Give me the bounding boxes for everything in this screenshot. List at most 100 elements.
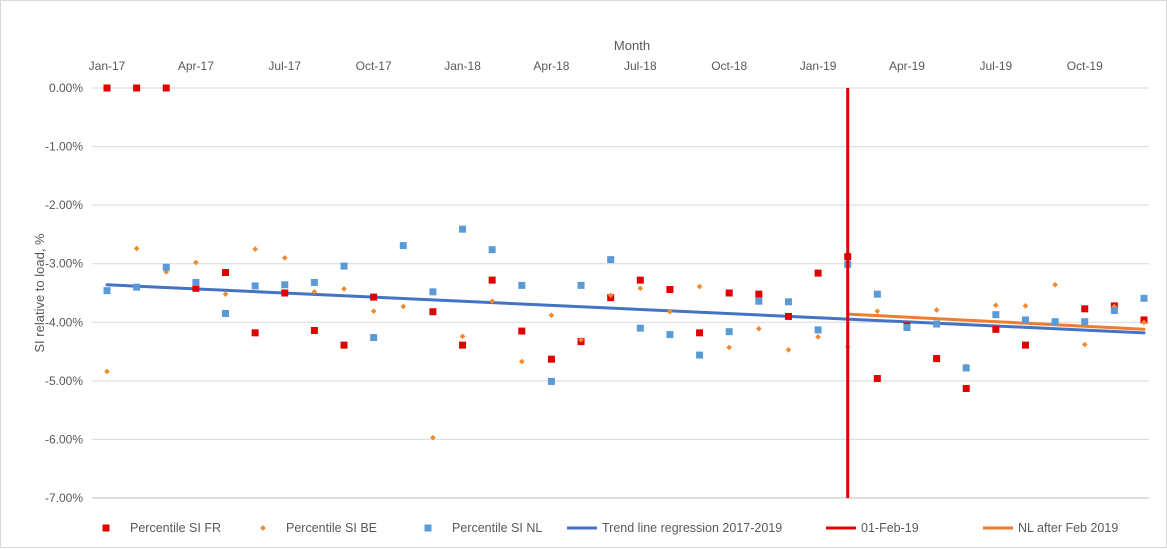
y-tick-label: -7.00%	[45, 491, 83, 505]
data-point-percentile-si-be	[756, 325, 762, 332]
data-point-percentile-si-be	[1141, 319, 1147, 326]
data-point-percentile-si-be	[637, 285, 644, 292]
data-point-percentile-si-be	[518, 358, 525, 365]
legend-swatch-percentile-si-fr	[102, 524, 110, 532]
data-point-percentile-si-nl	[992, 311, 1000, 319]
data-point-percentile-si-nl	[784, 298, 792, 306]
x-tick-label: Oct-17	[356, 59, 392, 73]
data-point-percentile-si-nl	[962, 364, 970, 372]
x-tick-label: Jul-18	[624, 59, 657, 73]
data-point-percentile-si-be	[193, 259, 199, 266]
x-tick-label: Jan-17	[89, 59, 126, 73]
data-point-percentile-si-nl	[666, 331, 674, 339]
x-tick-label: Jul-17	[268, 59, 301, 73]
x-tick-label: Jan-19	[800, 59, 837, 73]
legend-label-percentile-si-be: Percentile SI BE	[286, 521, 377, 535]
data-point-percentile-si-nl	[696, 351, 704, 359]
y-tick-label: -5.00%	[45, 374, 83, 388]
data-point-percentile-si-fr	[962, 384, 970, 392]
data-point-percentile-si-nl	[340, 262, 348, 270]
data-point-percentile-si-be	[667, 308, 673, 315]
data-point-percentile-si-nl	[222, 310, 230, 317]
data-point-percentile-si-be	[252, 246, 258, 252]
data-point-percentile-si-be	[370, 308, 377, 314]
data-point-percentile-si-fr	[725, 289, 733, 297]
data-point-percentile-si-fr	[340, 341, 348, 349]
data-point-percentile-si-be	[133, 245, 140, 252]
legend-label-percentile-si-nl: Percentile SI NL	[452, 521, 542, 535]
data-point-percentile-si-nl	[903, 324, 911, 332]
legend-label-percentile-si-fr: Percentile SI FR	[130, 521, 221, 535]
data-point-percentile-si-nl	[1140, 294, 1148, 302]
x-tick-label: Apr-18	[533, 59, 569, 73]
data-point-percentile-si-fr	[222, 269, 230, 276]
data-point-percentile-si-be	[459, 333, 466, 340]
data-point-percentile-si-nl	[251, 282, 259, 290]
data-point-percentile-si-be	[696, 283, 703, 290]
data-point-percentile-si-nl	[162, 263, 170, 271]
data-point-percentile-si-be	[874, 308, 881, 314]
data-point-percentile-si-fr	[459, 341, 467, 349]
data-point-percentile-si-nl	[192, 278, 200, 286]
data-point-percentile-si-be	[222, 291, 229, 297]
x-tick-label: Jan-18	[444, 59, 481, 73]
data-point-percentile-si-fr	[251, 329, 259, 337]
data-point-percentile-si-fr	[666, 285, 674, 293]
legend-label-01-feb-19: 01-Feb-19	[861, 521, 919, 535]
data-point-percentile-si-be	[1081, 341, 1088, 348]
data-point-percentile-si-fr	[162, 84, 170, 92]
data-point-percentile-si-nl	[399, 242, 407, 250]
series-line-trend-line-regression-2017-2019	[105, 283, 1146, 335]
x-tick-label: Apr-19	[889, 59, 925, 73]
data-point-percentile-si-fr	[429, 308, 437, 316]
data-point-percentile-si-fr	[370, 293, 378, 301]
data-point-percentile-si-fr	[310, 326, 318, 334]
data-point-percentile-si-nl	[281, 281, 289, 289]
x-tick-labels: Jan-17 Apr-17 Jul-17 Oct-17 Jan-18 Apr-18 Jul-…	[89, 59, 1103, 73]
data-point-percentile-si-nl	[1051, 318, 1059, 326]
data-point-percentile-si-nl	[1081, 318, 1089, 326]
data-point-percentile-si-fr	[281, 289, 289, 297]
x-axis-title: Month	[614, 38, 650, 53]
y-tick-label: -3.00%	[45, 257, 83, 271]
y-tick-label: -6.00%	[45, 432, 83, 446]
legend-label-trend-line-regression-2017-2019: Trend line regression 2017-2019	[602, 521, 782, 535]
x-tick-label: Apr-17	[178, 59, 214, 73]
y-tick-labels: 0.00% -1.00% -2.00% -3.00% -4.00% -5.00% -6.00…	[45, 81, 83, 505]
data-point-percentile-si-fr	[547, 355, 555, 363]
data-point-percentile-si-fr	[192, 284, 200, 292]
data-point-percentile-si-be	[726, 344, 733, 351]
data-point-percentile-si-fr	[1081, 305, 1089, 313]
legend-label-nl-after-feb-2019: NL after Feb 2019	[1018, 521, 1118, 535]
y-tick-label: 0.00%	[49, 81, 83, 95]
legend-swatch-percentile-si-be	[260, 525, 266, 531]
data-point-percentile-si-be	[993, 302, 999, 309]
data-point-percentile-si-fr	[933, 355, 941, 363]
data-point-percentile-si-be	[104, 368, 110, 375]
data-point-percentile-si-be	[607, 292, 614, 299]
data-point-percentile-si-nl	[607, 256, 615, 264]
data-point-percentile-si-nl	[459, 225, 467, 233]
data-point-percentile-si-fr	[488, 276, 496, 284]
data-point-percentile-si-fr	[814, 269, 822, 277]
y-tick-label: -1.00%	[45, 140, 83, 154]
data-point-percentile-si-nl	[873, 290, 881, 298]
data-point-percentile-si-nl	[370, 334, 378, 342]
data-point-percentile-si-fr	[755, 290, 763, 298]
grid-layer	[92, 87, 1149, 499]
data-point-percentile-si-be	[281, 255, 288, 261]
data-point-percentile-si-be	[489, 298, 495, 305]
data-point-percentile-si-nl	[725, 328, 733, 336]
data-point-percentile-si-be	[341, 286, 347, 292]
legend: Percentile SI FR Percentile SI BE Percenti…	[102, 521, 1118, 535]
data-point-percentile-si-nl	[429, 288, 437, 296]
data-point-percentile-si-be	[1052, 281, 1058, 288]
y-tick-label: -2.00%	[45, 198, 83, 212]
data-point-percentile-si-be	[785, 346, 792, 353]
data-point-percentile-si-nl	[133, 283, 141, 291]
data-point-percentile-si-fr	[133, 84, 141, 92]
data-point-percentile-si-be	[815, 334, 821, 340]
data-point-percentile-si-fr	[992, 325, 1000, 333]
